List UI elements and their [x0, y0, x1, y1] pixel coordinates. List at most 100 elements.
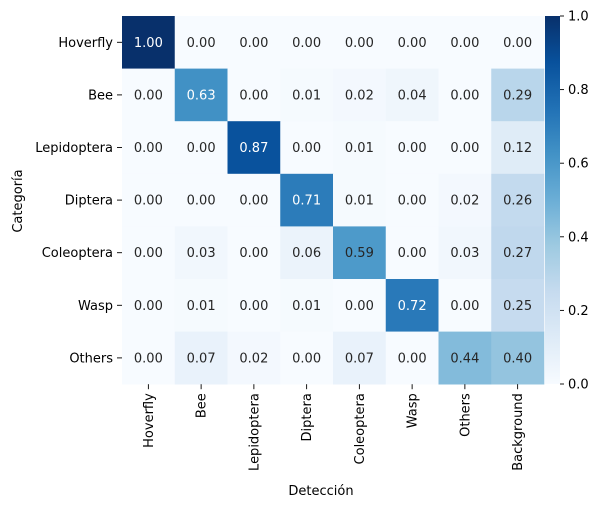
- heatmap-cell: [122, 331, 176, 385]
- cell-value-label: 0.00: [187, 36, 216, 51]
- heatmap-cell: [280, 173, 334, 227]
- cell-value-label: 0.25: [503, 299, 532, 314]
- colorbar-tick-label: 1.0: [568, 10, 589, 25]
- cell-value-label: 0.27: [503, 246, 532, 261]
- cell-value-label: 0.04: [398, 88, 427, 103]
- x-tick-label: Others: [458, 393, 473, 437]
- colorbar-tick-label: 0.4: [568, 230, 589, 245]
- heatmap-cell: [280, 121, 334, 175]
- x-tick-label: Diptera: [300, 393, 315, 441]
- heatmap-cell: [333, 331, 387, 385]
- cell-value-label: 0.00: [398, 36, 427, 51]
- cell-value-label: 0.29: [503, 88, 532, 103]
- heatmap-cell: [385, 173, 439, 227]
- heatmap-cell: [227, 173, 281, 227]
- heatmap-cell: [227, 68, 281, 122]
- heatmap-cell: [333, 226, 387, 280]
- heatmap-cells: 1.00 0.00 0.00 0.00 0.00 0.00 0.00 0.00 0.00 0.63…: [122, 16, 545, 385]
- heatmap-cell: [122, 16, 176, 69]
- cell-value-label: 0.71: [292, 194, 321, 209]
- cell-value-label: 0.00: [398, 194, 427, 209]
- heatmap-cell: [491, 68, 545, 122]
- heatmap-cell: [280, 68, 334, 122]
- heatmap-cell: [227, 226, 281, 280]
- heatmap-cell: [438, 16, 492, 69]
- y-tick-label: Coleoptera: [42, 246, 113, 261]
- cell-value-label: 0.40: [503, 351, 532, 366]
- x-tick-label: Background: [511, 393, 526, 471]
- cell-value-label: 0.01: [292, 88, 321, 103]
- heatmap-cell: [333, 121, 387, 175]
- heatmap-cell: [227, 279, 281, 332]
- cell-value-label: 0.12: [503, 141, 532, 156]
- cell-value-label: 0.00: [450, 36, 479, 51]
- y-axis-label: Categoría: [11, 169, 26, 232]
- heatmap-cell: [122, 68, 176, 122]
- cell-value-label: 0.02: [450, 194, 479, 209]
- cell-value-label: 0.26: [503, 194, 532, 209]
- cell-value-label: 0.00: [398, 141, 427, 156]
- heatmap-cell: [174, 16, 228, 69]
- colorbar-ticks: 0.0 0.2 0.4 0.6 0.8 1.0: [560, 10, 589, 393]
- y-tick-label: Bee: [88, 88, 113, 103]
- heatmap-cell: [227, 16, 281, 69]
- cell-value-label: 0.00: [398, 351, 427, 366]
- heatmap-cell: [438, 121, 492, 175]
- y-tick-label: Wasp: [78, 299, 113, 314]
- cell-value-label: 0.07: [345, 351, 374, 366]
- heatmap-cell: [174, 68, 228, 122]
- cell-value-label: 0.03: [187, 246, 216, 261]
- cell-value-label: 0.00: [187, 194, 216, 209]
- colorbar-tick-label: 0.2: [568, 304, 589, 319]
- heatmap-cell: [385, 226, 439, 280]
- heatmap-cell: [333, 68, 387, 122]
- cell-value-label: 0.00: [239, 299, 268, 314]
- colorbar: [545, 16, 560, 384]
- heatmap-cell: [174, 279, 228, 332]
- cell-value-label: 0.00: [292, 351, 321, 366]
- heatmap-cell: [491, 173, 545, 227]
- heatmap-cell: [491, 121, 545, 175]
- cell-value-label: 0.07: [187, 351, 216, 366]
- cell-value-label: 0.03: [450, 246, 479, 261]
- heatmap-cell: [438, 173, 492, 227]
- cell-value-label: 0.00: [450, 88, 479, 103]
- y-tick-label: Others: [69, 351, 113, 366]
- heatmap-cell: [174, 121, 228, 175]
- heatmap-cell: [385, 331, 439, 385]
- cell-value-label: 0.01: [345, 141, 374, 156]
- x-tick-label: Wasp: [406, 393, 421, 428]
- cell-value-label: 1.00: [134, 36, 163, 51]
- x-tick-label: Lepidoptera: [247, 393, 262, 471]
- cell-value-label: 0.00: [134, 88, 163, 103]
- cell-value-label: 0.00: [292, 36, 321, 51]
- heatmap-cell: [333, 279, 387, 332]
- heatmap-cell: [333, 16, 387, 69]
- cell-value-label: 0.00: [450, 299, 479, 314]
- heatmap-cell: [174, 331, 228, 385]
- heatmap-cell: [122, 173, 176, 227]
- heatmap-cell: [333, 173, 387, 227]
- x-tick-label: Coleoptera: [353, 393, 368, 464]
- heatmap-cell: [385, 68, 439, 122]
- cell-value-label: 0.00: [187, 141, 216, 156]
- cell-value-label: 0.00: [239, 88, 268, 103]
- heatmap-cell: [491, 279, 545, 332]
- x-tick-labels: Hoverfly Bee Lepidoptera Diptera Coleoptera W…: [142, 384, 526, 471]
- heatmap-cell: [280, 226, 334, 280]
- heatmap-cell: [122, 226, 176, 280]
- cell-value-label: 0.01: [292, 299, 321, 314]
- cell-value-label: 0.00: [134, 141, 163, 156]
- heatmap-cell: [491, 226, 545, 280]
- heatmap-cell: [174, 226, 228, 280]
- cell-value-label: 0.00: [134, 299, 163, 314]
- cell-value-label: 0.00: [345, 299, 374, 314]
- cell-value-label: 0.00: [398, 246, 427, 261]
- x-tick-label: Bee: [195, 393, 210, 418]
- heatmap-cell: [491, 16, 545, 69]
- cell-value-label: 0.00: [503, 36, 532, 51]
- cell-value-label: 0.00: [134, 246, 163, 261]
- cell-value-label: 0.02: [239, 351, 268, 366]
- heatmap-cell: [438, 68, 492, 122]
- cell-value-label: 0.63: [187, 88, 216, 103]
